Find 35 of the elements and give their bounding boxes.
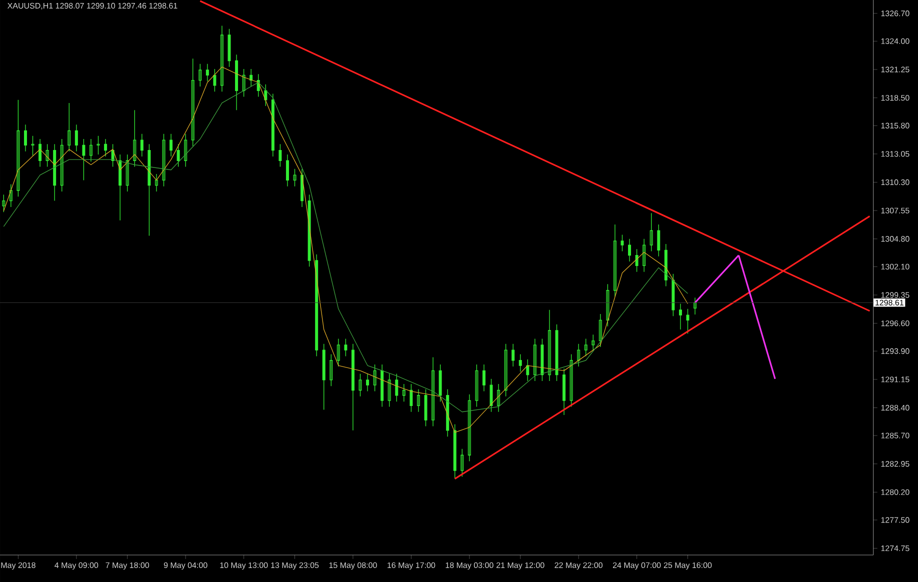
y-tick-label: 1274.75 [881, 545, 910, 552]
y-tick-label: 1321.25 [881, 66, 910, 72]
y-tick-label: 1307.55 [881, 208, 910, 214]
y-tick-label: 1299.35 [881, 292, 910, 298]
y-tick-label: 1277.50 [881, 517, 910, 523]
chart-title: XAUUSD,H1 1298.07 1299.10 1297.46 1298.61 [8, 2, 178, 10]
y-tick-label: 1326.70 [881, 10, 910, 16]
y-tick-label: 1324.00 [881, 38, 910, 44]
x-tick-label: 13 May 23:05 [271, 562, 319, 570]
x-tick-label: 9 May 04:00 [164, 562, 208, 570]
y-tick-label: 1315.80 [881, 122, 910, 128]
x-tick-label: 24 May 07:00 [612, 562, 661, 570]
x-tick-label: 16 May 17:00 [388, 562, 436, 570]
x-tick-label: 22 May 22:00 [554, 562, 602, 570]
y-tick-label: 1304.80 [881, 236, 910, 242]
y-tick-label: 1318.50 [881, 94, 910, 101]
y-tick-label: 1291.15 [881, 376, 910, 382]
x-tick-label: 15 May 08:00 [329, 562, 377, 570]
x-tick-label: 7 May 18:00 [106, 562, 150, 570]
y-tick-label: 1293.90 [881, 348, 910, 354]
x-tick-label: May 2018 [1, 562, 36, 570]
x-tick-label: 4 May 09:00 [54, 562, 98, 570]
ref-line-label: 1298.61 [876, 300, 904, 306]
y-tick-label: 1282.95 [881, 461, 910, 467]
y-tick-label: 1288.40 [881, 404, 910, 411]
y-tick-label: 1280.20 [881, 489, 910, 496]
y-tick-label: 1285.70 [881, 432, 910, 438]
y-tick-label: 1296.60 [881, 320, 910, 326]
y-tick-label: 1310.30 [881, 179, 910, 186]
y-tick-label: 1302.10 [881, 264, 910, 270]
x-tick-label: 25 May 16:00 [664, 562, 712, 570]
x-tick-label: 21 May 12:00 [496, 562, 544, 570]
x-tick-label: 18 May 03:00 [446, 562, 494, 570]
x-tick-label: 10 May 13:00 [220, 562, 268, 570]
y-tick-label: 1313.05 [881, 151, 910, 157]
